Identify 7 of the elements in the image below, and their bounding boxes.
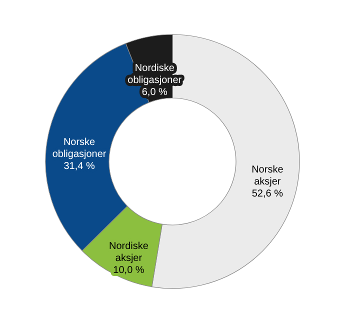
slice-label: Norske aksjer: [252, 164, 284, 188]
slice-label: Nordiske aksjer: [108, 241, 149, 264]
slice-label: Norske obligasjoner: [52, 136, 107, 160]
data-label: 31,4 %: [64, 160, 95, 172]
data-label: 52,6 %: [252, 188, 284, 200]
data-label: 10,0 %: [113, 265, 144, 276]
data-label: 6,0 %: [142, 86, 168, 98]
